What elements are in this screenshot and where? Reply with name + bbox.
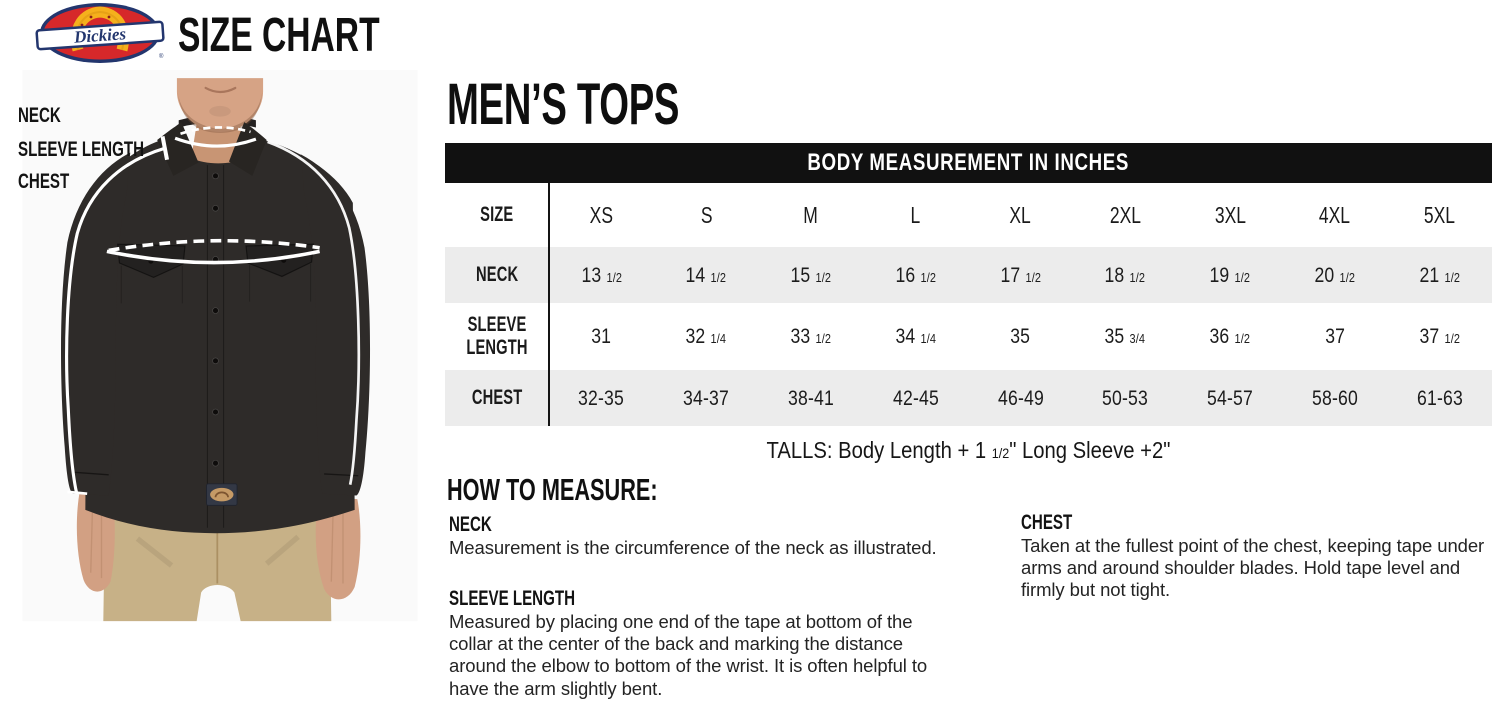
table-cell: 31 <box>591 324 612 348</box>
logo-banner: Dickies <box>35 20 165 51</box>
row-label-neck: NECK <box>475 262 519 286</box>
column-header: L <box>910 201 921 228</box>
column-header: 4XL <box>1319 201 1351 228</box>
dickies-logo: Dickies ® <box>35 2 165 66</box>
row-label-sleeve-length: SLEEVE LENGTH <box>466 313 528 359</box>
page-title-text: SIZE CHART <box>178 9 380 62</box>
measure-section-chest-heading: CHEST <box>1021 511 1073 534</box>
model-head <box>176 78 264 164</box>
model-photo-illustration <box>22 70 418 622</box>
table-cell: 21 1/2 <box>1419 262 1460 287</box>
table-cell: 14 1/2 <box>685 262 727 287</box>
table-cell: 50-53 <box>1102 385 1149 410</box>
mens-tops-title: MEN’S TOPS <box>447 72 680 137</box>
measurement-overlays <box>65 126 361 496</box>
table-cell: 35 <box>1010 324 1031 348</box>
neck-row: NECK 13 1/2 14 1/2 15 1/2 16 1/2 17 1/2 … <box>445 247 1492 303</box>
measure-label-neck: NECK <box>18 104 61 127</box>
sleeve-length-row: SLEEVE LENGTH 31 32 1/4 33 1/2 34 1/4 35… <box>445 303 1492 370</box>
table-cell: 37 1/2 <box>1419 324 1460 348</box>
measure-section-neck-heading: NECK <box>449 513 492 536</box>
table-cell: 46-49 <box>997 385 1044 410</box>
chest-measure-solid <box>106 249 321 265</box>
chest-measure-dashed <box>108 238 320 253</box>
how-to-measure-title: HOW TO MEASURE: <box>447 472 658 507</box>
column-header: XS <box>589 201 614 228</box>
right-sleeve-piping <box>267 140 361 486</box>
pants <box>103 505 332 622</box>
dickies-hem-patch <box>206 483 238 506</box>
table-cell: 20 1/2 <box>1314 262 1356 287</box>
sleeve-measure-line <box>65 146 166 493</box>
table-cell: 18 1/2 <box>1104 262 1146 287</box>
table-cell: 61-63 <box>1416 385 1463 410</box>
column-header: 2XL <box>1109 201 1141 228</box>
column-header: 5XL <box>1424 201 1456 228</box>
chest-row: CHEST 32-35 34-37 38-41 42-45 46-49 50-5… <box>445 370 1492 426</box>
row-label-size: SIZE <box>480 202 514 226</box>
table-cell: 32 1/4 <box>685 324 727 348</box>
measure-section-sleeve-heading: SLEEVE LENGTH <box>449 587 576 610</box>
measure-section-sleeve-text: Measured by placing one end of the tape … <box>449 611 928 699</box>
column-header: S <box>700 201 713 228</box>
body-measurement-table: BODY MEASUREMENT IN INCHES SIZE XS S M L… <box>445 143 1492 426</box>
sleeve-measure-end-tick <box>67 490 88 496</box>
neck-measure-solid <box>174 136 257 148</box>
table-cell: 16 1/2 <box>895 262 937 287</box>
dickies-logo-graphic: Dickies ® <box>35 3 165 63</box>
column-header: 3XL <box>1214 201 1246 228</box>
row-label-chest: CHEST <box>471 385 523 409</box>
table-column-divider <box>548 183 550 426</box>
measure-section-chest-text: Taken at the fullest point of the chest,… <box>1021 535 1485 601</box>
section-title: MEN’S TOPS <box>447 76 799 134</box>
table-cell: 19 1/2 <box>1209 262 1251 287</box>
table-header-bar: BODY MEASUREMENT IN INCHES <box>445 143 1492 183</box>
table-cell: 34-37 <box>683 385 730 410</box>
table-cell: 54-57 <box>1207 385 1254 410</box>
column-header: M <box>803 201 819 228</box>
table-cell: 37 <box>1324 324 1345 348</box>
table-cell: 15 1/2 <box>790 262 832 287</box>
table-cell: 33 1/2 <box>790 324 832 348</box>
table-cell: 35 3/4 <box>1104 324 1146 348</box>
talls-note: TALLS: Body Length + 1 1/2" Long Sleeve … <box>766 437 1171 463</box>
shirt-details <box>117 122 315 528</box>
table-cell: 17 1/2 <box>1000 262 1041 287</box>
measure-label-sleeve-length: SLEEVE LENGTH <box>18 138 145 161</box>
neck-measure-dashed <box>180 126 251 136</box>
page-title: SIZE CHART <box>178 12 466 60</box>
table-cell: 32-35 <box>578 385 625 410</box>
table-cell: 42-45 <box>892 385 939 410</box>
table-cell: 13 1/2 <box>581 262 622 287</box>
table-cell: 58-60 <box>1311 385 1358 410</box>
table-cell: 34 1/4 <box>895 324 937 348</box>
registered-mark: ® <box>159 53 164 60</box>
logo-wordmark: Dickies <box>72 24 127 47</box>
table-cell: 38-41 <box>787 385 834 410</box>
column-header: XL <box>1009 201 1032 228</box>
table-header-text: BODY MEASUREMENT IN INCHES <box>807 149 1130 176</box>
measure-label-chest: CHEST <box>18 170 70 193</box>
table-cell: 36 1/2 <box>1209 324 1251 348</box>
size-row: SIZE XS S M L XL 2XL 3XL 4XL 5XL <box>445 183 1492 247</box>
measure-section-neck-text: Measurement is the circumference of the … <box>449 537 937 558</box>
